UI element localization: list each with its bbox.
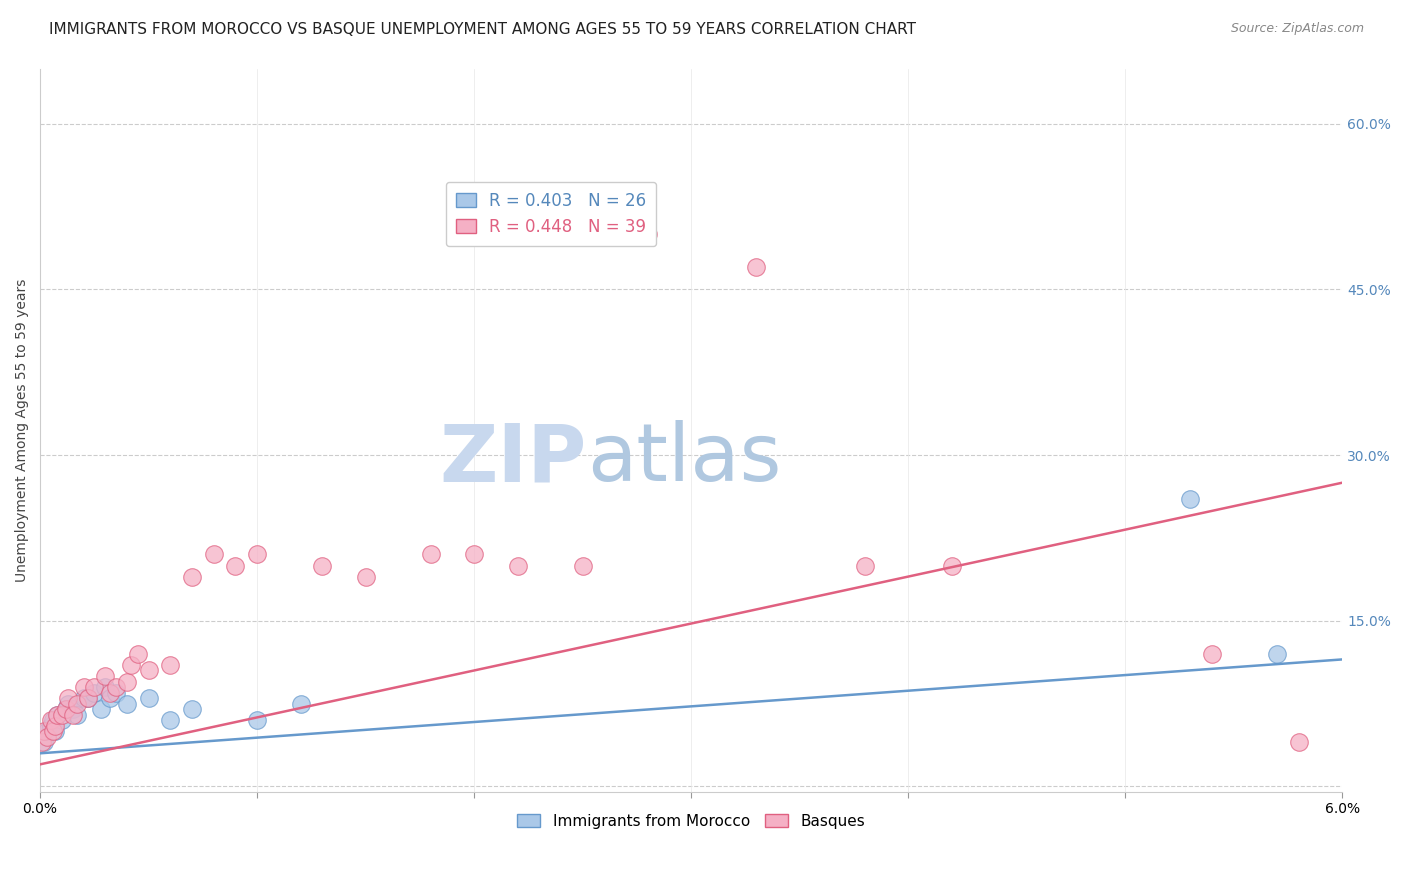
Point: [506, 558, 529, 573]
Text: Source: ZipAtlas.com: Source: ZipAtlas.com: [1230, 22, 1364, 36]
Point: [76, 691, 98, 706]
Point: [105, 680, 128, 694]
Point: [1288, 735, 1310, 749]
Point: [159, 713, 181, 727]
Y-axis label: Unemployment Among Ages 55 to 59 years: Unemployment Among Ages 55 to 59 years: [15, 278, 30, 582]
Point: [120, 657, 142, 672]
Point: [76, 691, 98, 706]
Point: [66, 697, 89, 711]
Point: [83, 680, 105, 694]
Point: [853, 558, 876, 573]
Point: [55, 702, 77, 716]
Point: [419, 548, 441, 562]
Point: [62, 707, 84, 722]
Point: [72, 680, 94, 694]
Text: atlas: atlas: [588, 420, 782, 498]
Point: [224, 558, 246, 573]
Point: [1180, 492, 1202, 507]
Point: [745, 260, 768, 275]
Legend: Immigrants from Morocco, Basques: Immigrants from Morocco, Basques: [512, 808, 872, 835]
Point: [138, 691, 160, 706]
Point: [637, 227, 659, 242]
Point: [42, 713, 65, 727]
Point: [290, 697, 312, 711]
Point: [1265, 647, 1288, 661]
Point: [44, 719, 66, 733]
Point: [90, 702, 112, 716]
Point: [72, 691, 94, 706]
Text: IMMIGRANTS FROM MOROCCO VS BASQUE UNEMPLOYMENT AMONG AGES 55 TO 59 YEARS CORRELA: IMMIGRANTS FROM MOROCCO VS BASQUE UNEMPL…: [49, 22, 917, 37]
Point: [34, 735, 56, 749]
Point: [105, 685, 128, 699]
Point: [55, 702, 77, 716]
Text: ZIP: ZIP: [440, 420, 588, 498]
Point: [181, 569, 204, 583]
Point: [246, 713, 269, 727]
Point: [463, 548, 485, 562]
Point: [571, 558, 593, 573]
Point: [46, 707, 69, 722]
Point: [127, 647, 149, 661]
Point: [46, 707, 69, 722]
Point: [94, 669, 117, 683]
Point: [94, 680, 117, 694]
Point: [44, 724, 66, 739]
Point: [58, 697, 80, 711]
Point: [35, 724, 58, 739]
Point: [58, 691, 80, 706]
Point: [39, 719, 62, 733]
Point: [51, 707, 73, 722]
Point: [202, 548, 225, 562]
Point: [51, 713, 73, 727]
Point: [39, 713, 62, 727]
Point: [246, 548, 269, 562]
Point: [181, 702, 204, 716]
Point: [354, 569, 377, 583]
Point: [1201, 647, 1223, 661]
Point: [66, 707, 89, 722]
Point: [98, 685, 121, 699]
Point: [42, 724, 65, 739]
Point: [83, 685, 105, 699]
Point: [98, 691, 121, 706]
Point: [62, 702, 84, 716]
Point: [311, 558, 333, 573]
Point: [35, 730, 58, 744]
Point: [31, 735, 53, 749]
Point: [34, 724, 56, 739]
Point: [159, 657, 181, 672]
Point: [138, 664, 160, 678]
Point: [115, 674, 138, 689]
Point: [941, 558, 963, 573]
Point: [115, 697, 138, 711]
